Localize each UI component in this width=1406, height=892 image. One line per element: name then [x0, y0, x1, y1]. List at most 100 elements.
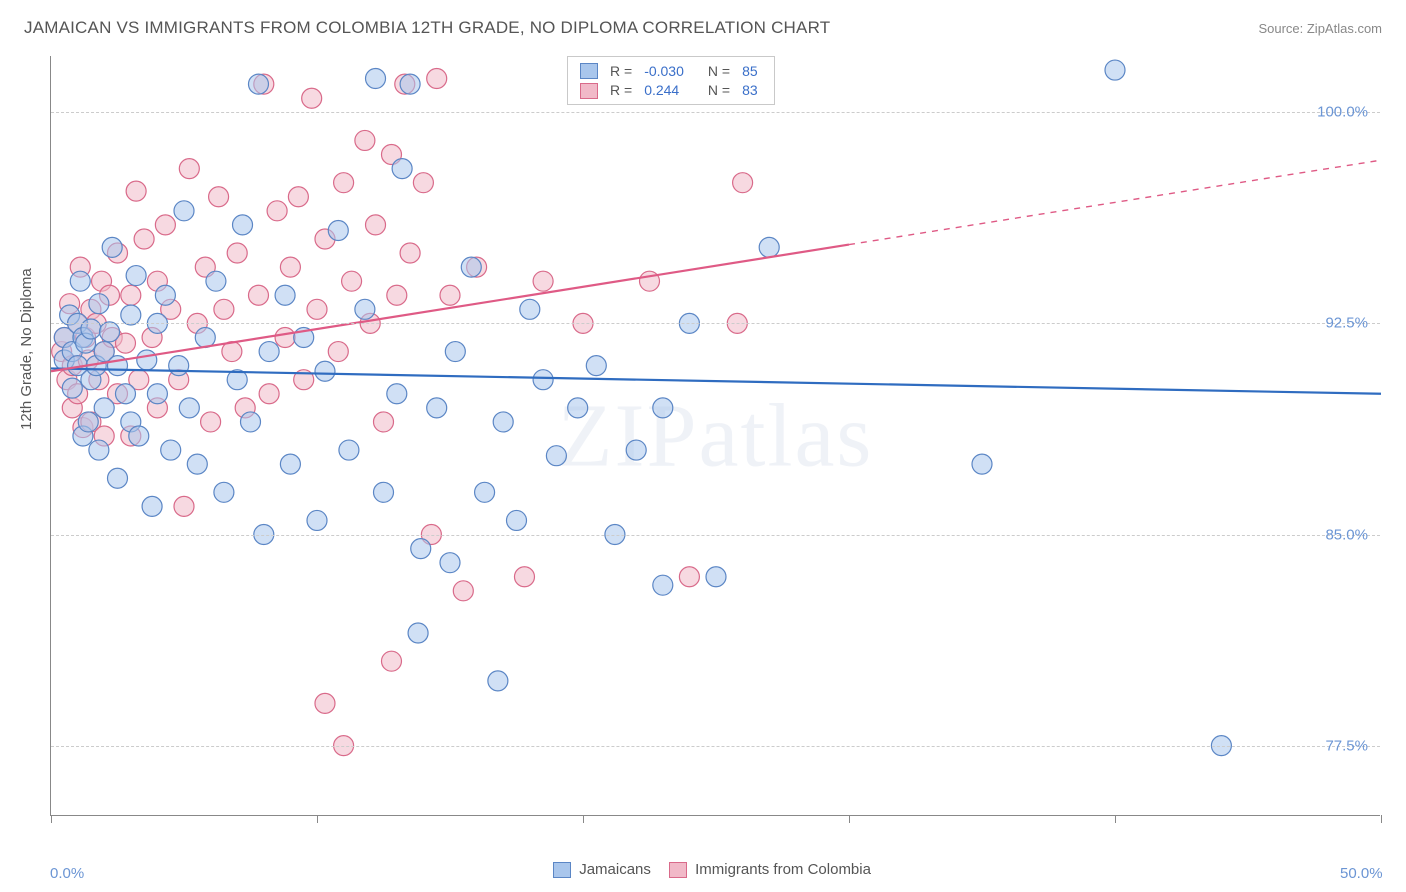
data-point [129, 426, 149, 446]
data-point [121, 285, 141, 305]
data-point [81, 319, 101, 339]
data-point [209, 187, 229, 207]
plot-area: ZIPatlas R =-0.030N =85R =0.244N =83 77.… [50, 56, 1380, 816]
x-tick-label: 50.0% [1340, 865, 1383, 882]
data-point [89, 294, 109, 314]
data-point [679, 567, 699, 587]
data-point [174, 496, 194, 516]
stat-label-r: R = [604, 80, 638, 99]
data-point [179, 398, 199, 418]
y-tick-label: 92.5% [1325, 315, 1368, 332]
data-point [427, 69, 447, 89]
data-point [759, 237, 779, 257]
data-point [461, 257, 481, 277]
x-tick [1381, 815, 1382, 823]
legend-label: Immigrants from Colombia [691, 861, 871, 878]
data-point [586, 356, 606, 376]
data-point [374, 482, 394, 502]
data-point [126, 181, 146, 201]
data-point [411, 539, 431, 559]
data-point [533, 370, 553, 390]
correlation-table: R =-0.030N =85R =0.244N =83 [574, 61, 764, 100]
data-point [307, 510, 327, 530]
data-point [355, 299, 375, 319]
data-point [653, 575, 673, 595]
gridline [51, 323, 1380, 324]
data-point [169, 356, 189, 376]
data-point [248, 74, 268, 94]
data-point [108, 468, 128, 488]
gridline [51, 112, 1380, 113]
data-point [233, 215, 253, 235]
data-point [328, 221, 348, 241]
legend-swatch [580, 83, 598, 99]
data-point [488, 671, 508, 691]
stat-label-n: N = [702, 61, 736, 80]
x-tick [583, 815, 584, 823]
data-point [142, 496, 162, 516]
data-point [280, 257, 300, 277]
data-point [121, 305, 141, 325]
data-point [201, 412, 221, 432]
y-tick-label: 100.0% [1317, 104, 1368, 121]
data-point [275, 285, 295, 305]
x-tick-label: 0.0% [50, 865, 84, 882]
data-point [453, 581, 473, 601]
data-point [126, 266, 146, 286]
data-point [227, 243, 247, 263]
trend-line [51, 368, 1381, 393]
data-point [507, 510, 527, 530]
data-point [328, 342, 348, 362]
data-point [179, 159, 199, 179]
data-point [214, 482, 234, 502]
data-point [94, 398, 114, 418]
legend-swatch [580, 63, 598, 79]
correlation-legend: R =-0.030N =85R =0.244N =83 [567, 56, 775, 105]
data-point [275, 327, 295, 347]
data-point [334, 173, 354, 193]
data-point [206, 271, 226, 291]
data-point [493, 412, 513, 432]
data-point [267, 201, 287, 221]
scatter-svg [51, 56, 1380, 815]
x-tick [51, 815, 52, 823]
data-point [366, 215, 386, 235]
data-point [366, 69, 386, 89]
trend-line-extrapolated [849, 160, 1381, 244]
data-point [381, 651, 401, 671]
legend-swatch [553, 862, 571, 878]
data-point [408, 623, 428, 643]
legend-label: Jamaicans [575, 861, 651, 878]
data-point [147, 384, 167, 404]
data-point [155, 215, 175, 235]
y-tick-label: 85.0% [1325, 526, 1368, 543]
stat-label-r: R = [604, 61, 638, 80]
data-point [70, 271, 90, 291]
data-point [248, 285, 268, 305]
data-point [1105, 60, 1125, 80]
data-point [259, 342, 279, 362]
x-tick [317, 815, 318, 823]
source-label: Source: ZipAtlas.com [1258, 21, 1382, 36]
data-point [288, 187, 308, 207]
x-tick [1115, 815, 1116, 823]
data-point [280, 454, 300, 474]
stat-label-n: N = [702, 80, 736, 99]
series-legend: Jamaicans Immigrants from Colombia [0, 861, 1406, 878]
data-point [475, 482, 495, 502]
data-point [89, 440, 109, 460]
data-point [392, 159, 412, 179]
data-point [342, 271, 362, 291]
data-point [546, 446, 566, 466]
data-point [568, 398, 588, 418]
data-point [315, 693, 335, 713]
data-point [259, 384, 279, 404]
data-point [374, 412, 394, 432]
data-point [174, 201, 194, 221]
data-point [78, 412, 98, 432]
data-point [100, 322, 120, 342]
gridline [51, 535, 1380, 536]
data-point [355, 130, 375, 150]
data-point [302, 88, 322, 108]
gridline [51, 746, 1380, 747]
